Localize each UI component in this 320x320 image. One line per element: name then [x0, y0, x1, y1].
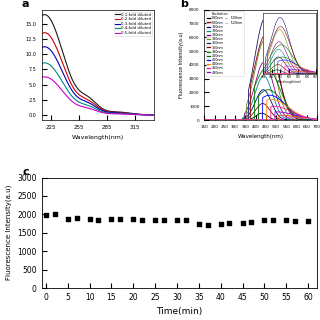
Point	[183, 218, 188, 223]
Point	[118, 217, 123, 222]
0.3-fold diluted	[114, 111, 117, 115]
Point	[284, 218, 289, 223]
0.5-fold diluted	[78, 104, 82, 108]
Point	[270, 218, 276, 223]
0.5-fold diluted	[54, 81, 58, 85]
0.3-fold diluted	[125, 112, 129, 116]
0.3-fold diluted	[40, 46, 44, 50]
Point	[109, 216, 114, 221]
0.2-fold diluted	[86, 98, 90, 102]
Line: 0.5-fold diluted: 0.5-fold diluted	[42, 77, 159, 115]
0.4-fold diluted	[157, 113, 161, 117]
Legend: 0.1-fold diluted, 0.2-fold diluted, 0.3-fold diluted, 0.4-fold diluted, 0.5-fold: 0.1-fold diluted, 0.2-fold diluted, 0.3-…	[114, 12, 152, 36]
0.1-fold diluted	[78, 89, 82, 93]
Point	[292, 218, 298, 223]
Point	[205, 222, 210, 228]
Point	[262, 217, 267, 222]
X-axis label: Time(min): Time(min)	[156, 308, 202, 316]
Point	[249, 219, 254, 224]
0.2-fold diluted	[157, 113, 161, 117]
0.1-fold diluted	[124, 111, 128, 115]
Text: c: c	[22, 167, 29, 177]
Point	[306, 219, 311, 224]
Point	[227, 220, 232, 226]
0.5-fold diluted	[86, 106, 90, 110]
Point	[140, 217, 145, 222]
Point	[240, 220, 245, 225]
0.1-fold diluted	[54, 29, 58, 33]
0.3-fold diluted	[54, 56, 58, 60]
Point	[196, 222, 201, 227]
Text: a: a	[21, 0, 29, 9]
Legend: Excitation, 280nm  —  500nm, 300nm  —  520nm, 310nm, 320nm, 330nm, 340nm, 350nm,: Excitation, 280nm — 500nm, 300nm — 520nm…	[206, 11, 244, 76]
Point	[131, 217, 136, 222]
Line: 0.3-fold diluted: 0.3-fold diluted	[42, 47, 159, 115]
Point	[74, 216, 79, 221]
0.2-fold diluted	[43, 31, 46, 35]
X-axis label: Wavelength(nm): Wavelength(nm)	[238, 134, 284, 140]
0.5-fold diluted	[114, 112, 117, 116]
Point	[87, 217, 92, 222]
0.3-fold diluted	[86, 100, 90, 104]
0.1-fold diluted	[43, 13, 46, 17]
0.5-fold diluted	[124, 112, 128, 116]
0.1-fold diluted	[125, 111, 129, 115]
0.4-fold diluted	[86, 104, 90, 108]
0.1-fold diluted	[86, 95, 90, 99]
Line: 0.4-fold diluted: 0.4-fold diluted	[42, 63, 159, 115]
Point	[65, 217, 70, 222]
0.4-fold diluted	[54, 70, 58, 74]
0.4-fold diluted	[78, 101, 82, 105]
Point	[218, 221, 223, 226]
0.1-fold diluted	[157, 113, 161, 117]
0.3-fold diluted	[157, 113, 161, 117]
0.3-fold diluted	[43, 45, 46, 49]
0.2-fold diluted	[78, 93, 82, 97]
0.1-fold diluted	[40, 14, 44, 18]
0.2-fold diluted	[125, 111, 129, 115]
0.4-fold diluted	[43, 61, 46, 65]
0.4-fold diluted	[125, 112, 129, 116]
0.5-fold diluted	[43, 75, 46, 79]
Point	[174, 217, 180, 222]
0.2-fold diluted	[114, 110, 117, 114]
0.4-fold diluted	[124, 112, 128, 116]
0.3-fold diluted	[78, 97, 82, 101]
0.2-fold diluted	[54, 44, 58, 48]
0.5-fold diluted	[125, 112, 129, 116]
Y-axis label: Fluorescence Intensity(a.u): Fluorescence Intensity(a.u)	[179, 32, 184, 98]
Point	[44, 212, 49, 218]
X-axis label: Wavelength(nm): Wavelength(nm)	[72, 135, 124, 140]
0.5-fold diluted	[40, 76, 44, 79]
Line: 0.2-fold diluted: 0.2-fold diluted	[42, 33, 159, 115]
0.2-fold diluted	[124, 111, 128, 115]
Line: 0.1-fold diluted: 0.1-fold diluted	[42, 15, 159, 115]
0.1-fold diluted	[114, 110, 117, 114]
0.3-fold diluted	[124, 112, 128, 116]
Y-axis label: Fluorescence Intensity(a.u): Fluorescence Intensity(a.u)	[5, 185, 12, 280]
Point	[52, 212, 57, 217]
Point	[153, 217, 158, 222]
0.2-fold diluted	[40, 32, 44, 36]
Text: b: b	[180, 0, 188, 9]
Point	[96, 217, 101, 222]
0.4-fold diluted	[114, 111, 117, 115]
Point	[161, 217, 166, 222]
0.4-fold diluted	[40, 62, 44, 66]
0.5-fold diluted	[157, 113, 161, 117]
